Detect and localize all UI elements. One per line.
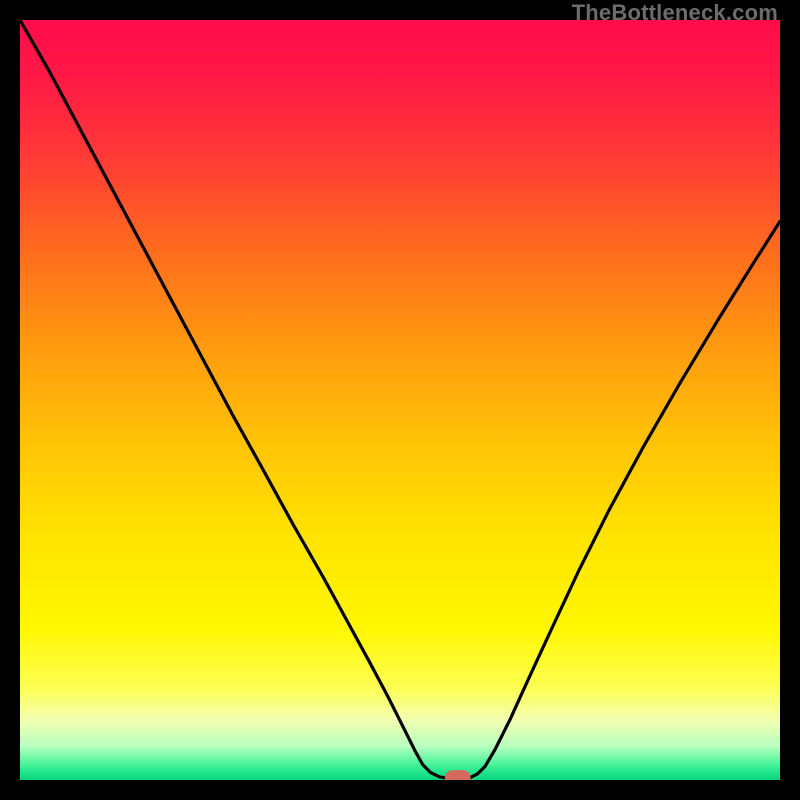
chart-frame: TheBottleneck.com xyxy=(0,0,800,800)
gradient-background xyxy=(20,20,780,780)
optimum-marker xyxy=(445,770,471,780)
plot-svg xyxy=(20,20,780,780)
plot-area xyxy=(20,20,780,780)
watermark-text: TheBottleneck.com xyxy=(572,0,778,26)
